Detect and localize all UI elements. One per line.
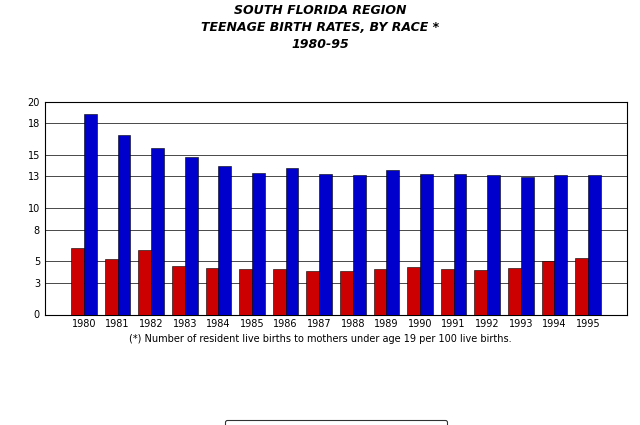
Bar	[151, 148, 164, 314]
Bar	[588, 176, 601, 314]
Bar	[508, 268, 521, 314]
Bar	[307, 271, 319, 314]
Bar	[454, 174, 467, 314]
Bar	[319, 174, 332, 314]
Bar	[407, 267, 420, 314]
Bar	[71, 247, 84, 314]
Bar	[441, 269, 454, 314]
Bar	[575, 258, 588, 314]
Bar	[374, 269, 387, 314]
Bar	[205, 268, 218, 314]
Bar	[554, 176, 567, 314]
Bar	[252, 173, 265, 314]
Bar	[185, 157, 198, 314]
Bar	[239, 269, 252, 314]
Bar	[172, 266, 185, 314]
Bar	[474, 270, 487, 314]
Bar	[218, 166, 231, 314]
Bar	[84, 114, 97, 314]
Bar	[387, 170, 399, 314]
Bar	[420, 174, 433, 314]
Legend: WHITE, NON-WHITE & UNKNOWN: WHITE, NON-WHITE & UNKNOWN	[225, 420, 447, 425]
Bar	[273, 269, 285, 314]
Bar	[340, 271, 353, 314]
Bar	[138, 250, 151, 314]
Bar	[285, 168, 298, 314]
Bar	[521, 178, 534, 314]
Bar	[541, 261, 554, 314]
Bar	[353, 176, 365, 314]
Text: (*) Number of resident live births to mothers under age 19 per 100 live births.: (*) Number of resident live births to mo…	[129, 334, 511, 344]
Bar	[118, 135, 131, 314]
Bar	[105, 259, 118, 314]
Bar	[487, 176, 500, 314]
Text: SOUTH FLORIDA REGION
TEENAGE BIRTH RATES, BY RACE *
1980-95: SOUTH FLORIDA REGION TEENAGE BIRTH RATES…	[201, 4, 439, 51]
